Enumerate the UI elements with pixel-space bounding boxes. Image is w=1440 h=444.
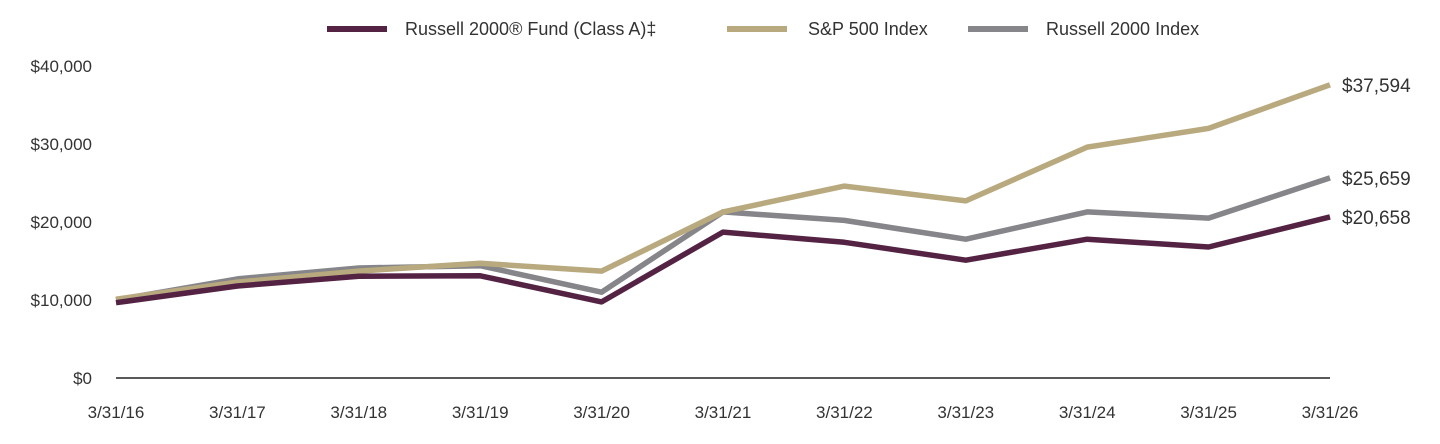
- end-value-labels: $20,658 $37,594 $25,659: [1342, 76, 1411, 229]
- x-tick-label: 3/31/16: [88, 403, 145, 422]
- x-tick-label: 3/31/21: [695, 403, 752, 422]
- y-axis-ticks: $0 $10,000 $20,000 $30,000 $40,000: [31, 57, 92, 388]
- series-line: [115, 214, 1331, 306]
- x-axis-ticks: 3/31/16 3/31/17 3/31/18 3/31/19 3/31/20 3/31/…: [88, 403, 1359, 422]
- x-tick-label: 3/31/20: [573, 403, 630, 422]
- y-tick-label: $0: [73, 369, 92, 388]
- end-value-label: $20,658: [1342, 208, 1411, 229]
- legend-label: S&P 500 Index: [808, 19, 928, 39]
- x-tick-label: 3/31/25: [1180, 403, 1237, 422]
- series-line: [115, 82, 1331, 302]
- series-lines: [115, 82, 1331, 306]
- x-tick-label: 3/31/26: [1302, 403, 1359, 422]
- end-value-label: $25,659: [1342, 169, 1411, 190]
- x-tick-label: 3/31/18: [330, 403, 387, 422]
- end-value-label: $37,594: [1342, 76, 1411, 97]
- legend-label: Russell 2000 Index: [1046, 19, 1199, 39]
- y-tick-label: $40,000: [31, 57, 92, 76]
- x-tick-label: 3/31/24: [1059, 403, 1116, 422]
- x-tick-label: 3/31/22: [816, 403, 873, 422]
- legend: Russell 2000® Fund (Class A)‡ S&P 500 Ind…: [327, 19, 1199, 39]
- x-tick-label: 3/31/17: [209, 403, 266, 422]
- legend-label: Russell 2000® Fund (Class A)‡: [405, 19, 656, 39]
- y-tick-label: $30,000: [31, 135, 92, 154]
- y-tick-label: $10,000: [31, 291, 92, 310]
- x-tick-label: 3/31/19: [452, 403, 509, 422]
- x-tick-label: 3/31/23: [937, 403, 994, 422]
- y-tick-label: $20,000: [31, 213, 92, 232]
